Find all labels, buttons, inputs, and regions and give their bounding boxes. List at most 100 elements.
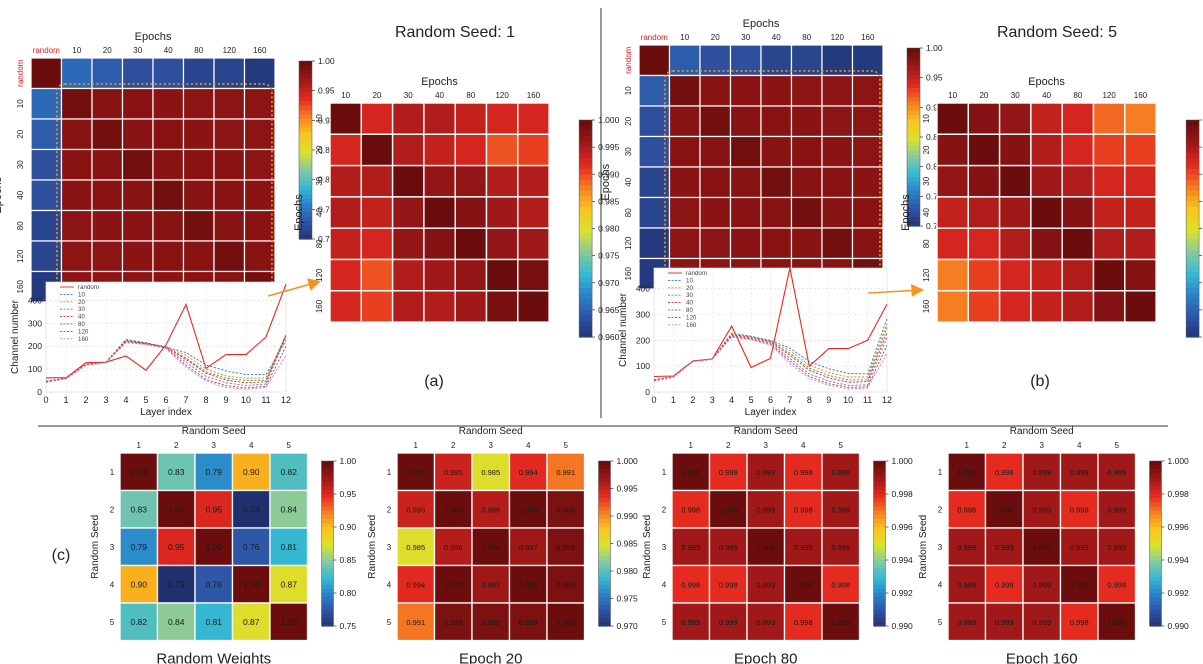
zoom-colorbar-segment <box>1186 136 1200 143</box>
heatmap-cell <box>60 179 93 212</box>
y-tick-label: 400 <box>28 295 42 305</box>
seed-colorbar-segment <box>873 609 886 615</box>
full-colorbar-segment <box>907 141 920 147</box>
cell-value: 0.999 <box>995 543 1014 552</box>
seed-title: Random Seed: 1 <box>395 24 515 41</box>
seed-colorbar-segment <box>1149 481 1162 487</box>
heatmap-cell <box>1061 290 1095 323</box>
zoom-colorbar-segment <box>579 120 593 127</box>
seed-colorbar-segment <box>873 494 886 499</box>
seed-colorbar-segment <box>321 555 334 561</box>
full-colorbar-tick-label: 0.95 <box>926 73 943 83</box>
full-colorbar-segment <box>907 212 920 218</box>
heatmap-cell <box>967 133 1001 167</box>
heatmap-cell <box>485 258 519 292</box>
cell-value: 0.84 <box>280 504 297 514</box>
cell-value: 0.95 <box>168 542 185 552</box>
cell-value: 0.999 <box>831 468 850 477</box>
full-colorbar-segment <box>299 87 312 93</box>
seed-colorbar-tick-label: 0.980 <box>617 566 639 576</box>
heatmap-cell <box>269 602 309 642</box>
cell-value: 0.81 <box>280 542 297 552</box>
seed-colorbar-segment <box>873 498 886 503</box>
heatmap-cell <box>329 164 362 198</box>
full-colorbar-segment <box>907 217 920 223</box>
x-tick-label: 2 <box>174 441 179 450</box>
heatmap-cell <box>182 87 215 120</box>
full-colorbar-segment <box>299 78 312 84</box>
seed-colorbar-segment <box>321 461 334 466</box>
x-axis-title: Epochs <box>135 31 172 43</box>
heatmap-cell <box>517 164 550 198</box>
zoom-colorbar-tick-label: 0.995 <box>598 142 620 152</box>
seed-colorbar-segment <box>598 551 611 557</box>
cell-value: 0.998 <box>1070 505 1089 514</box>
full-colorbar-segment <box>299 198 312 204</box>
zoom-colorbar-tick-label: 0.985 <box>598 196 620 206</box>
series-line-random <box>653 267 888 378</box>
x-tick-label: 2 <box>451 441 456 450</box>
seed-colorbar-segment <box>321 609 334 615</box>
y-tick-label: 20 <box>922 145 931 154</box>
heatmap-cell <box>821 166 854 199</box>
seed-colorbar-segment <box>321 477 334 483</box>
x-tick-label: 2 <box>690 395 695 405</box>
y-tick-label: 10 <box>922 114 931 123</box>
heatmap-cell <box>1092 258 1126 292</box>
seed-colorbar-segment <box>1149 514 1162 520</box>
heatmap-cell <box>821 227 854 260</box>
heatmap-cell <box>821 564 861 604</box>
full-colorbar-segment <box>907 65 920 71</box>
heatmap-cell <box>947 602 987 642</box>
seed-colorbar-segment <box>598 535 611 540</box>
heatmap-cell <box>967 258 1001 292</box>
heatmap-cell <box>790 166 823 199</box>
cell-value: 0.999 <box>756 505 775 514</box>
x-tick-label: 20 <box>979 91 988 100</box>
heatmap-cell <box>360 290 394 323</box>
x-tick-label: 0 <box>43 395 48 405</box>
seed-colorbar-segment <box>598 617 611 623</box>
legend-label: 120 <box>686 314 697 321</box>
full-colorbar-segment <box>907 92 920 98</box>
x-tick-label: 11 <box>261 395 270 405</box>
full-colorbar-segment <box>299 61 312 67</box>
cell-value: 1.000 <box>719 505 738 514</box>
seed-colorbar-segment <box>1149 621 1162 627</box>
seed-colorbar-segment <box>873 510 886 516</box>
cell-value: 1.000 <box>1107 618 1126 627</box>
seed-colorbar-segment <box>598 543 611 549</box>
heatmap-cell <box>152 118 185 151</box>
full-colorbar-tick-label: 0.90 <box>926 102 943 112</box>
cell-value: 0.79 <box>130 542 147 552</box>
heatmap-cell <box>998 290 1032 323</box>
heatmap-cell <box>517 196 550 229</box>
zoom-colorbar-segment <box>579 228 593 235</box>
x-tick-label: 6 <box>768 395 773 405</box>
full-colorbar-segment <box>299 216 312 222</box>
y-tick-label: 300 <box>28 318 42 328</box>
zoom-colorbar-segment <box>579 147 593 154</box>
full-colorbar-segment <box>299 190 312 196</box>
full-colorbar-segment <box>299 83 312 89</box>
seed-colorbar-segment <box>321 543 334 549</box>
seed-colorbar-segment <box>598 572 611 578</box>
heatmap-cell <box>821 489 861 529</box>
full-colorbar-segment <box>299 123 312 129</box>
heatmap-cell <box>760 166 793 199</box>
seed-colorbar-segment <box>1149 576 1162 582</box>
cell-value: 1.000 <box>444 505 463 514</box>
zoom-colorbar-segment <box>579 201 593 208</box>
zoom-colorbar-segment <box>579 212 593 219</box>
zoom-colorbar-segment <box>579 315 593 322</box>
cell-value: 0.82 <box>280 467 297 477</box>
heatmap-cell <box>708 489 748 529</box>
seed-colorbar-segment <box>1149 555 1162 561</box>
y-tick-label: 5 <box>662 618 667 627</box>
heatmap-cell <box>121 148 154 181</box>
seed-colorbar-segment <box>598 576 611 582</box>
seed-colorbar-segment <box>873 543 886 549</box>
zoom-colorbar-segment <box>579 293 593 300</box>
full-colorbar-segment <box>299 109 312 115</box>
